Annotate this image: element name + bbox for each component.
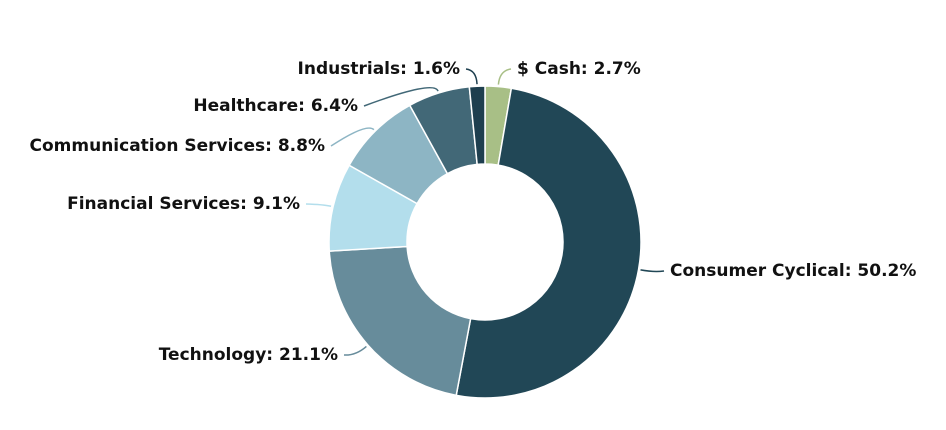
leader-line-financial-services	[305, 203, 332, 208]
data-label-financial-services: Financial Services: 9.1%	[67, 194, 300, 214]
data-label-industrials: Industrials: 1.6%	[298, 59, 460, 79]
slices-layer	[328, 85, 642, 399]
labels-layer: $ Cash: 2.7% Consumer Cyclical: 50.2% Tech…	[30, 59, 917, 365]
data-label-cash: $ Cash: 2.7%	[517, 59, 641, 79]
leader-line-healthcare	[363, 86, 439, 107]
data-label-communication-services: Communication Services: 8.8%	[30, 136, 325, 156]
leader-line-industrials	[465, 68, 478, 85]
slice-technology[interactable]	[328, 245, 472, 397]
data-label-healthcare: Healthcare: 6.4%	[193, 96, 358, 116]
data-label-consumer-cyclical: Consumer Cyclical: 50.2%	[670, 261, 916, 281]
leader-line-technology	[343, 345, 367, 356]
leader-line-cash	[497, 68, 512, 85]
data-label-technology: Technology: 21.1%	[159, 345, 338, 365]
leader-line-consumer-cyclical	[640, 269, 665, 273]
leader-lines-layer	[305, 68, 665, 356]
slice-consumer-cyclical[interactable]	[455, 87, 642, 399]
slice-industrials[interactable]	[468, 85, 486, 166]
leader-line-communication-services	[330, 127, 375, 147]
